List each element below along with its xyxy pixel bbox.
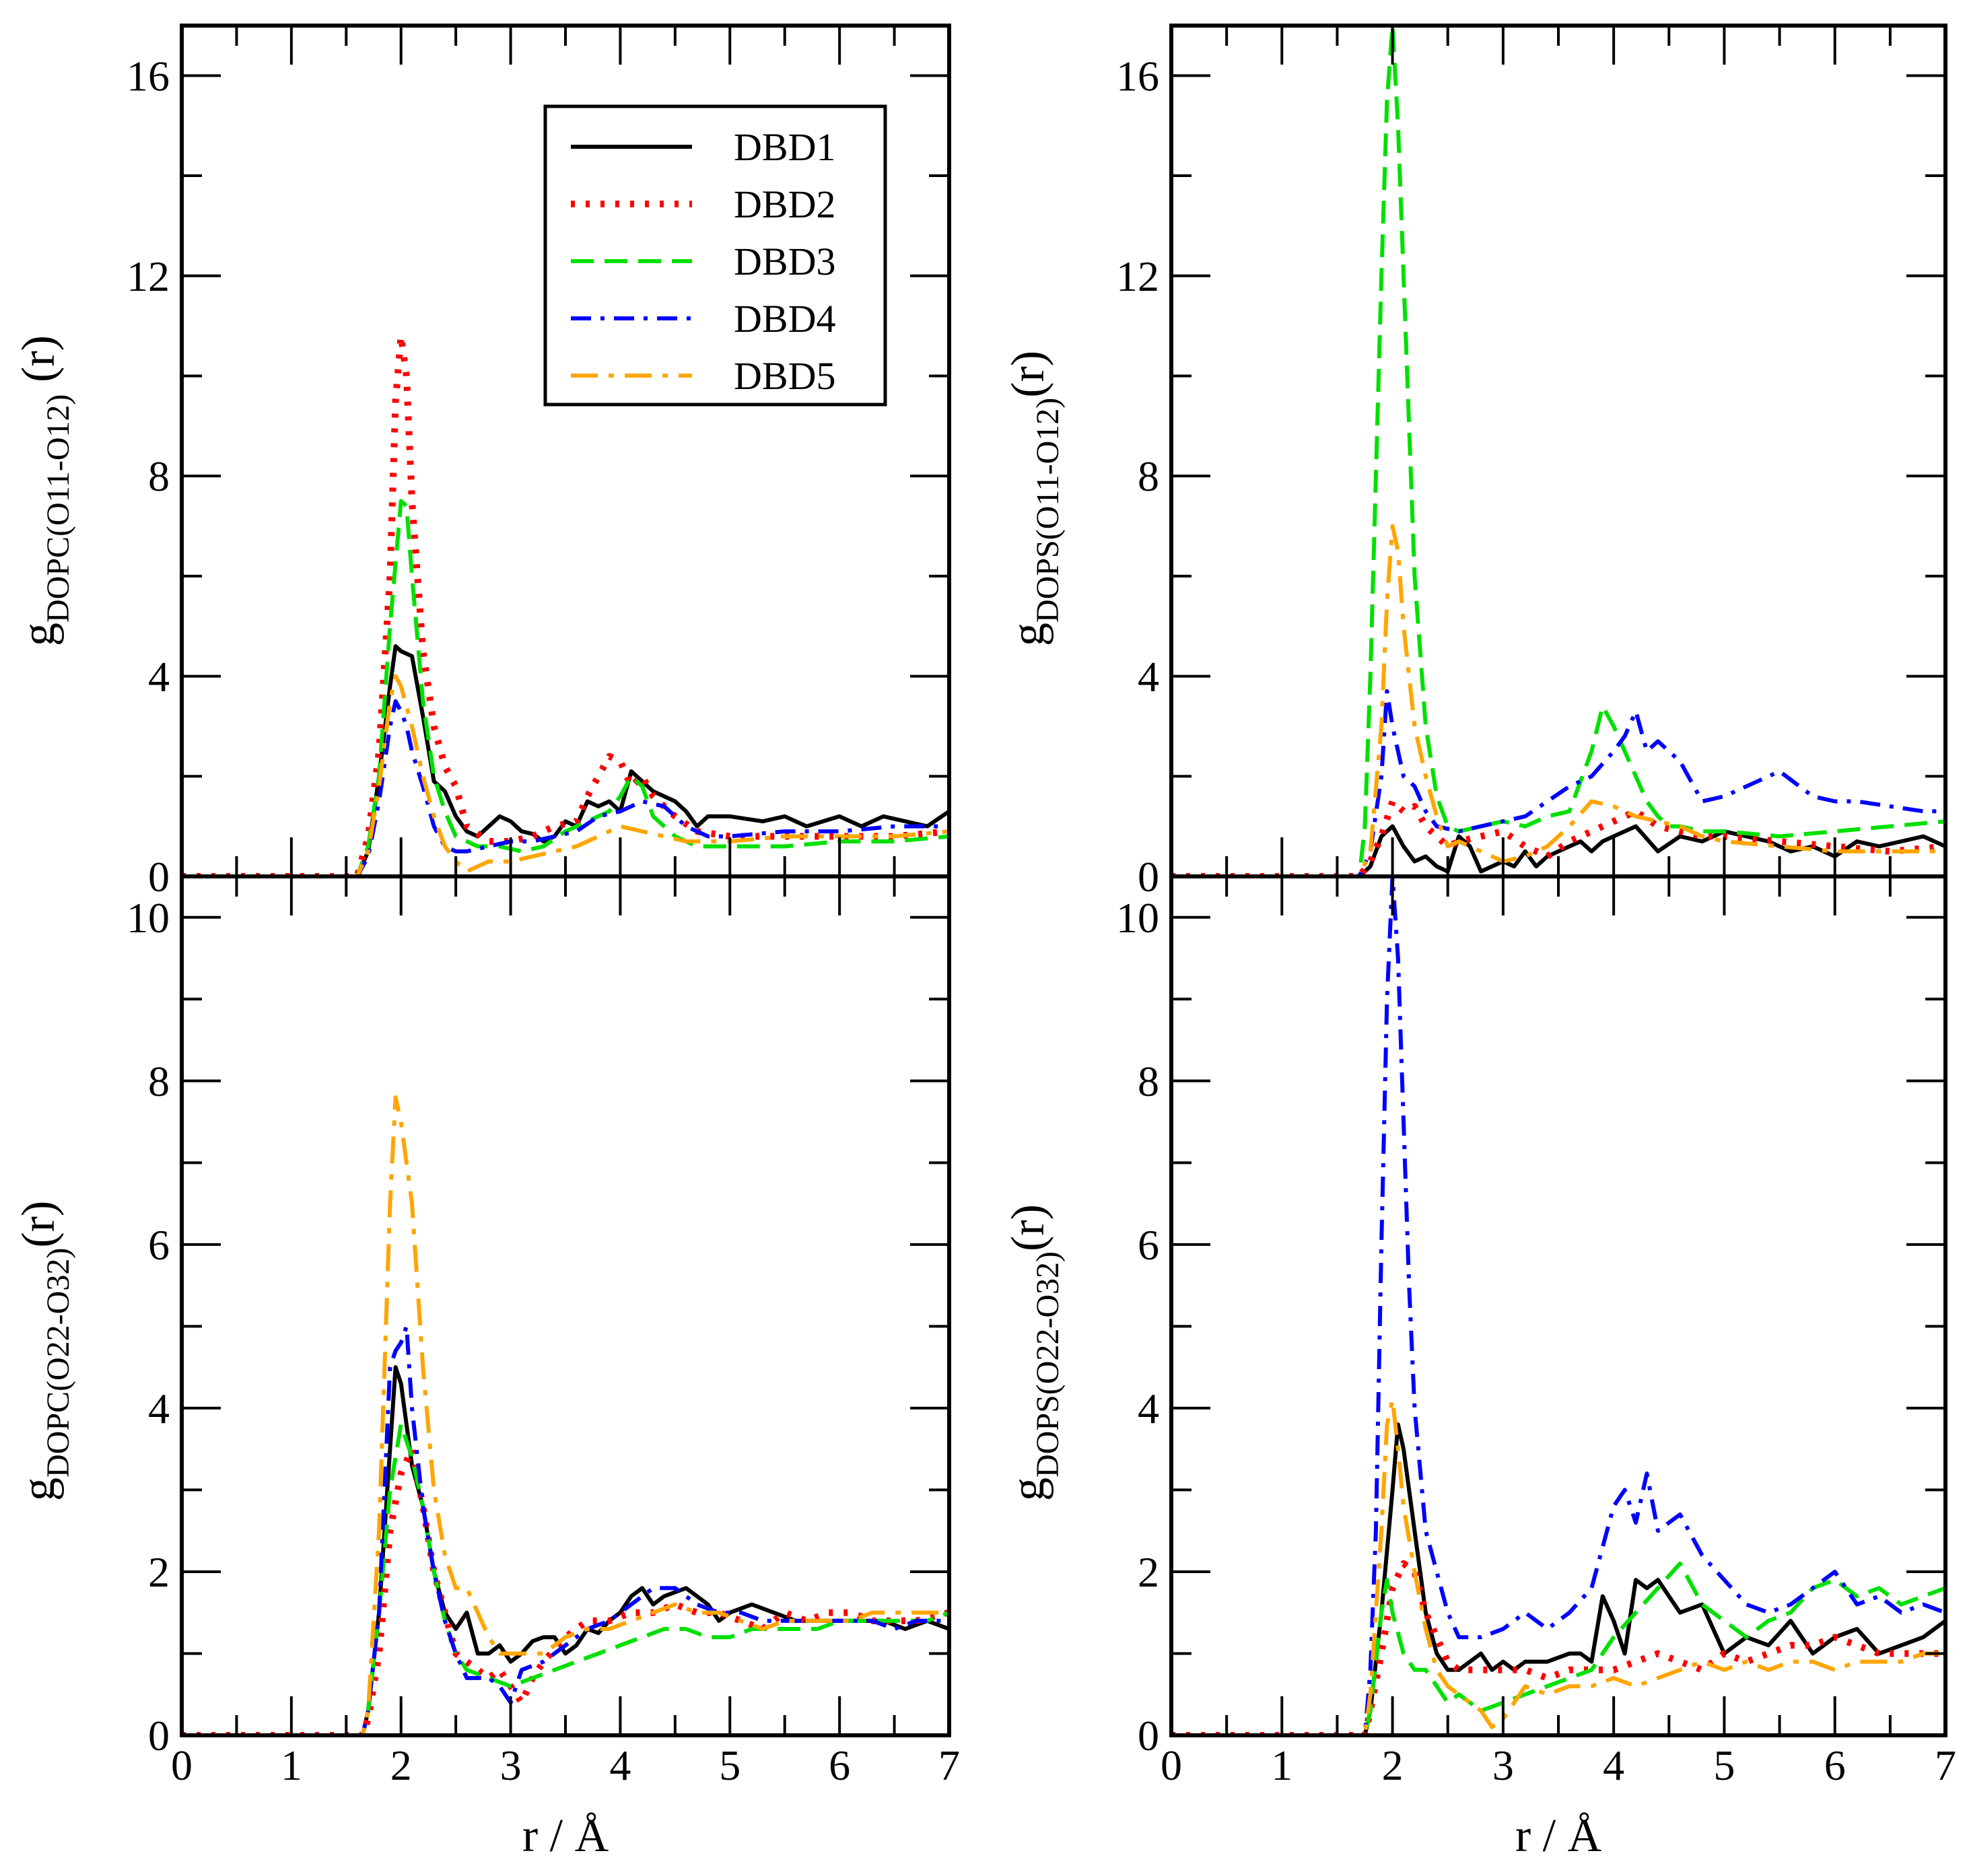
y-tick-label: 4: [148, 1385, 170, 1432]
series-line-dbd4: [1171, 689, 1945, 876]
y-tick-label: 8: [1138, 1057, 1159, 1105]
y-tick-label: 10: [127, 894, 170, 942]
y-axis-label-sub: DOPS(O11-O12): [1030, 398, 1066, 623]
x-tick-label: 4: [1603, 1741, 1624, 1789]
y-tick-label: 0: [148, 853, 170, 901]
series-line-dbd4: [1171, 876, 1945, 1735]
x-axis-label: r / Å: [1515, 1810, 1602, 1862]
y-tick-label: 6: [1138, 1221, 1159, 1269]
y-axis-label: gDOPS(O11-O12)(r): [1002, 351, 1066, 646]
y-axis-label-sub: DOPC(O11-O12): [40, 394, 76, 623]
x-tick-label: 6: [1824, 1741, 1846, 1789]
y-axis-label: gDOPS(O22-O32)(r): [1002, 1204, 1066, 1501]
x-tick-label: 5: [1713, 1741, 1735, 1789]
x-tick-label: 0: [1161, 1741, 1182, 1789]
series-line-dbd3: [182, 1422, 949, 1735]
y-tick-label: 0: [1138, 853, 1159, 901]
y-tick-label: 4: [1138, 1385, 1159, 1432]
panel-br: 0 1 2 3 4 5 6 7 r / Å 0 2 4 6 8 10 gDOPS(O22-O32)(r): [1002, 874, 1956, 1862]
y-tick-label: 2: [1138, 1548, 1159, 1596]
series-line-dbd4: [182, 1324, 949, 1735]
panel-bl: 0 1 2 3 4 5 6 7 r / Å 0 2 4 6 8 10 gDOPC(O22-O32)(r): [13, 874, 960, 1862]
x-tick-label: 3: [1492, 1741, 1514, 1789]
x-tick-label: 2: [390, 1741, 412, 1789]
y-axis-label: gDOPC(O11-O12) (r): [13, 335, 76, 646]
x-tick-label: 6: [829, 1741, 850, 1789]
y-axis-label-tail: (r): [1002, 1204, 1054, 1251]
x-tick-label: 3: [500, 1741, 522, 1789]
y-tick-label: 4: [1138, 653, 1159, 701]
y-tick-label: 8: [148, 452, 170, 500]
x-tick-label: 4: [609, 1741, 631, 1789]
y-axis-label: gDOPC(O22-O32)(r): [13, 1201, 76, 1501]
y-axis-label-main: g: [13, 1478, 65, 1501]
y-tick-label: 8: [1138, 452, 1159, 500]
y-tick-label: 16: [127, 52, 170, 100]
y-axis-label-main: g: [13, 623, 65, 646]
y-tick-label: 12: [1116, 252, 1159, 300]
y-tick-label: 12: [127, 252, 170, 300]
y-axis-label-main: g: [1002, 1478, 1054, 1501]
y-tick-label: 2: [148, 1548, 170, 1596]
series-line-dbd5: [182, 674, 949, 876]
series-line-dbd3: [182, 499, 949, 876]
y-tick-label: 10: [1116, 894, 1159, 942]
x-tick-label: 1: [1271, 1741, 1292, 1789]
y-tick-label: 16: [1116, 52, 1159, 100]
legend: DBD1 DBD2 DBD3 DBD4 DBD5: [543, 104, 887, 407]
x-tick-label: 1: [281, 1741, 302, 1789]
legend-label-dbd3: DBD3: [734, 240, 835, 283]
y-axis-label-tail: (r): [1002, 351, 1054, 398]
legend-label-dbd5: DBD5: [734, 354, 835, 398]
y-axis-label-tail: (r): [13, 335, 65, 394]
x-tick-label: 2: [1382, 1741, 1404, 1789]
y-tick-label: 8: [148, 1057, 170, 1105]
y-axis-label-sub: DOPS(O22-O32): [1030, 1251, 1066, 1478]
x-tick-label: 7: [1935, 1741, 1956, 1789]
legend-box: [543, 104, 887, 407]
x-axis-label: r / Å: [522, 1810, 609, 1862]
y-tick-label: 0: [148, 1712, 170, 1760]
legend-label-dbd2: DBD2: [734, 182, 835, 226]
series-line-dbd1: [1171, 1422, 1945, 1735]
legend-label-dbd4: DBD4: [734, 297, 835, 341]
legend-label-dbd1: DBD1: [734, 125, 835, 169]
series-group: [182, 1095, 949, 1735]
series-line-dbd5: [1171, 1397, 1945, 1735]
series-group: [182, 333, 949, 876]
series-line-dbd5: [182, 1095, 949, 1735]
x-tick-label: 5: [719, 1741, 740, 1789]
y-tick-label: 4: [148, 653, 170, 701]
panel-tl: 0 4 8 12 16 gDOPC(O11-O12) (r): [13, 24, 951, 901]
series-line-dbd4: [182, 699, 949, 876]
y-axis-label-main: g: [1002, 623, 1054, 646]
y-tick-label: 6: [148, 1221, 170, 1269]
y-axis-label-tail: (r): [13, 1201, 65, 1248]
panel-tr: 0 4 8 12 16 gDOPS(O11-O12)(r): [1002, 24, 1947, 901]
series-line-dbd3: [1171, 1561, 1945, 1735]
x-tick-label: 7: [938, 1741, 960, 1789]
series-group: [1171, 876, 1945, 1735]
y-tick-label: 0: [1138, 1712, 1159, 1760]
x-tick-label: 0: [171, 1741, 193, 1789]
y-axis-label-sub: DOPC(O22-O32): [40, 1248, 76, 1478]
